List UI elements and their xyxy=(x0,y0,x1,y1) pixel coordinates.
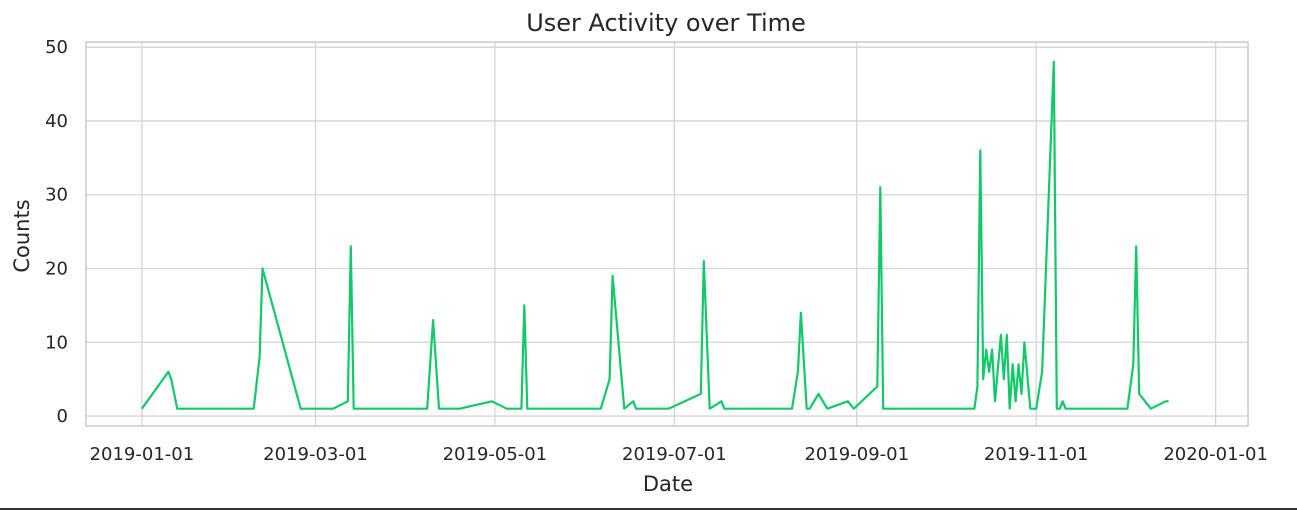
x-tick-label: 2019-07-01 xyxy=(622,444,727,465)
y-tick-label: 10 xyxy=(45,332,68,353)
bottom-border xyxy=(0,508,1297,510)
x-tick-labels: 2019-01-01 2019-03-01 2019-05-01 2019-07-01… xyxy=(90,444,1268,465)
plot-frame xyxy=(85,41,1249,427)
y-tick-label: 0 xyxy=(57,406,68,427)
x-tick-label: 2019-09-01 xyxy=(804,444,909,465)
x-tick-label: 2020-01-01 xyxy=(1163,444,1268,465)
y-tick-label: 50 xyxy=(45,37,68,58)
x-tick-label: 2019-01-01 xyxy=(90,444,195,465)
y-tick-label: 20 xyxy=(45,258,68,279)
y-gridlines xyxy=(86,46,1248,417)
x-axis-label: Date xyxy=(643,472,693,496)
y-tick-label: 40 xyxy=(45,111,68,132)
y-tick-label: 30 xyxy=(45,185,68,206)
x-tick-label: 2019-03-01 xyxy=(263,444,368,465)
activity-line xyxy=(141,60,1169,410)
x-tick-label: 2019-11-01 xyxy=(984,444,1089,465)
y-axis-label: Counts xyxy=(10,199,34,272)
y-tick-labels: 0 10 20 30 40 50 xyxy=(45,37,68,427)
x-gridlines xyxy=(141,42,1217,426)
chart-title: User Activity over Time xyxy=(526,9,806,37)
x-tick-label: 2019-05-01 xyxy=(443,444,548,465)
